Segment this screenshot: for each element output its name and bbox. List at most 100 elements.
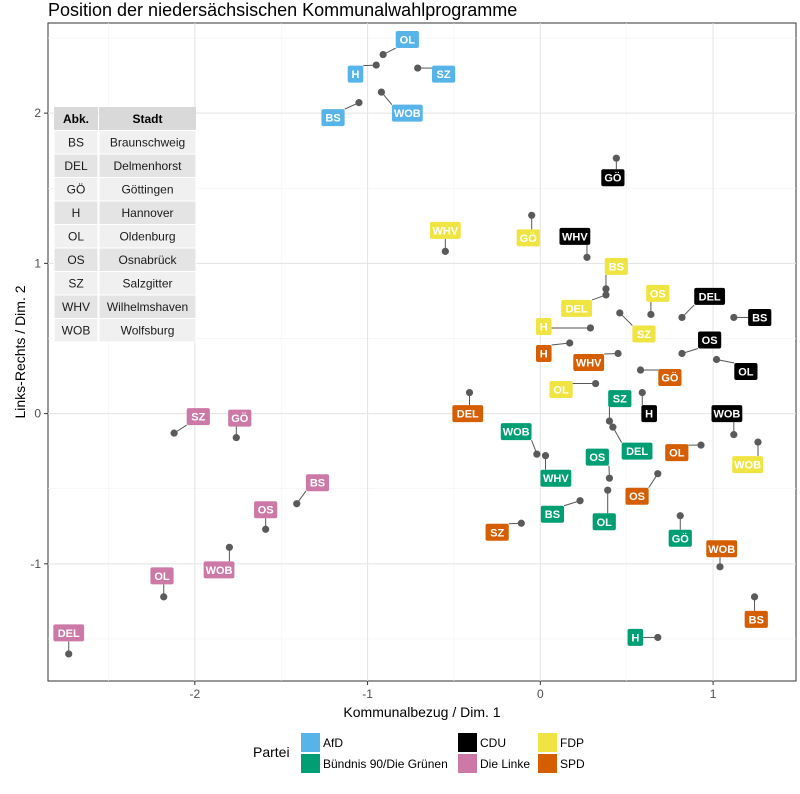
label-box-gruene-OS bbox=[585, 448, 609, 466]
table-cell-bg bbox=[53, 318, 99, 343]
label-box-linke-OL bbox=[150, 567, 174, 585]
label-box-fdp-SZ bbox=[632, 325, 656, 343]
point-linke-GÖ bbox=[232, 434, 240, 442]
point-fdp-DEL bbox=[602, 291, 610, 299]
point-cdu-OS bbox=[678, 349, 686, 358]
point-fdp-SZ bbox=[616, 309, 624, 317]
label-box-cdu-GÖ bbox=[601, 169, 625, 187]
label-box-cdu-H bbox=[641, 405, 657, 423]
label-box-gruene-GÖ bbox=[668, 529, 692, 547]
point-fdp-GÖ bbox=[528, 211, 536, 219]
label-box-afd-SZ bbox=[431, 65, 456, 83]
legend-label-linke: Die Linke bbox=[480, 757, 530, 771]
label-box-fdp-OL bbox=[549, 381, 573, 399]
table-cell-stadt: Oldenburg bbox=[119, 230, 175, 244]
label-box-fdp-H bbox=[535, 317, 552, 335]
label-spd-OL: OL bbox=[669, 448, 685, 460]
point-spd-WOB bbox=[716, 563, 724, 571]
table-cell-abk: WHV bbox=[62, 300, 90, 314]
label-cdu-GÖ: GÖ bbox=[604, 172, 622, 185]
table-cell-stadt: Braunschweig bbox=[110, 136, 185, 150]
label-box-linke-OS bbox=[254, 501, 278, 519]
label-box-linke-WOB bbox=[203, 561, 235, 579]
label-fdp-WOB: WOB bbox=[734, 460, 761, 472]
point-afd-H bbox=[372, 61, 380, 69]
label-afd-BS: BS bbox=[325, 113, 340, 125]
label-box-fdp-WHV bbox=[429, 221, 461, 239]
point-afd-SZ bbox=[414, 64, 422, 72]
point-afd-OL bbox=[379, 50, 387, 59]
label-box-gruene-WOB bbox=[500, 423, 532, 441]
label-linke-WOB: WOB bbox=[206, 565, 233, 577]
table-cell-abk: DEL bbox=[64, 159, 88, 173]
label-box-spd-WOB bbox=[706, 540, 738, 558]
label-fdp-GÖ: GÖ bbox=[520, 232, 538, 245]
table-cell-stadt: Osnabrück bbox=[118, 253, 177, 267]
table-cell-stadt: Hannover bbox=[121, 206, 173, 220]
label-box-linke-DEL bbox=[53, 624, 85, 642]
label-box-gruene-SZ bbox=[608, 390, 632, 408]
label-linke-DEL: DEL bbox=[58, 628, 80, 640]
point-gruene-BS bbox=[576, 497, 584, 505]
label-box-spd-DEL bbox=[452, 405, 484, 423]
table-cell-abk: WOB bbox=[62, 324, 91, 338]
label-box-fdp-WOB bbox=[732, 456, 764, 474]
label-box-spd-OL bbox=[665, 444, 689, 462]
label-afd-SZ: SZ bbox=[437, 69, 451, 81]
label-fdp-DEL: DEL bbox=[566, 303, 588, 315]
label-box-linke-SZ bbox=[186, 408, 210, 426]
x-tick-label: 1 bbox=[710, 687, 717, 701]
label-spd-OS: OS bbox=[629, 491, 645, 503]
label-fdp-BS: BS bbox=[609, 261, 624, 273]
axis-ticks: -2 -1 0 1 -1 0 1 2 bbox=[30, 106, 716, 701]
table-cell-abk: OL bbox=[68, 230, 84, 244]
label-box-gruene-BS bbox=[540, 505, 565, 523]
table-cell-abk: OS bbox=[67, 253, 84, 267]
label-cdu-WOB: WOB bbox=[713, 409, 740, 421]
legend-label-spd: SPD bbox=[560, 757, 585, 771]
point-spd-OS bbox=[654, 470, 662, 478]
label-box-gruene-WHV bbox=[540, 469, 572, 487]
legend-label-cdu: CDU bbox=[480, 736, 506, 750]
point-gruene-H bbox=[654, 633, 662, 642]
table-cell-bg bbox=[98, 318, 197, 343]
label-box-fdp-OS bbox=[646, 284, 670, 302]
label-cdu-BS: BS bbox=[752, 312, 767, 324]
legend: Partei AfD Bündnis 90/Die Grünen CDU Die Li… bbox=[253, 733, 585, 773]
point-gruene-OS bbox=[605, 474, 614, 482]
label-box-spd-BS bbox=[744, 610, 768, 628]
point-linke-DEL bbox=[65, 650, 73, 658]
label-fdp-H: H bbox=[540, 321, 548, 333]
point-labels: OL H SZ BS WOB GÖ WHV DEL BS OS OL H WOB WHV GÖ BS DEL OS… bbox=[53, 31, 772, 646]
table-cell-stadt: Wolfsburg bbox=[121, 324, 175, 338]
legend-swatch-gruene bbox=[301, 754, 320, 773]
point-fdp-OL bbox=[592, 379, 600, 388]
point-linke-WOB bbox=[225, 543, 233, 551]
table-cell-stadt: Göttingen bbox=[121, 183, 173, 197]
x-tick-label: -2 bbox=[190, 687, 201, 701]
point-spd-SZ bbox=[517, 519, 525, 527]
y-tick-label: -1 bbox=[30, 557, 41, 571]
label-spd-WHV: WHV bbox=[576, 358, 602, 370]
y-tick-label: 2 bbox=[34, 106, 41, 120]
x-axis-title: Kommunalbezug / Dim. 1 bbox=[343, 704, 500, 720]
point-afd-BS bbox=[355, 99, 363, 107]
legend-swatch-linke bbox=[458, 754, 477, 773]
label-box-afd-H bbox=[347, 65, 364, 83]
x-tick-label: -1 bbox=[362, 687, 373, 701]
label-linke-OL: OL bbox=[154, 571, 170, 583]
label-box-spd-SZ bbox=[485, 523, 509, 541]
legend-swatch-fdp bbox=[538, 733, 557, 752]
label-box-gruene-H bbox=[627, 628, 644, 646]
point-spd-WHV bbox=[614, 349, 622, 358]
label-box-cdu-DEL bbox=[694, 287, 726, 305]
table-cell-stadt: Salzgitter bbox=[122, 277, 172, 291]
label-box-cdu-BS bbox=[748, 308, 772, 326]
label-gruene-WHV: WHV bbox=[543, 473, 569, 485]
point-cdu-OL bbox=[712, 355, 721, 364]
table-cell-stadt: Delmenhorst bbox=[113, 159, 182, 173]
y-tick-label: 0 bbox=[34, 407, 41, 421]
point-gruene-WHV bbox=[541, 452, 550, 460]
label-box-cdu-OS bbox=[698, 331, 722, 349]
